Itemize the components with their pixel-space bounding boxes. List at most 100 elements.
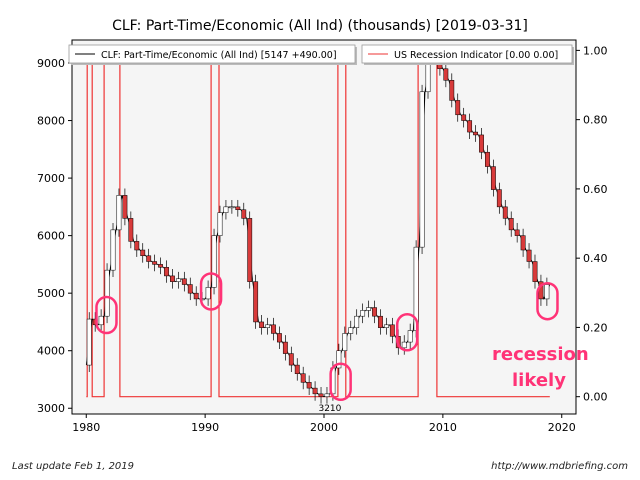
legend-item-clf: CLF: Part-Time/Economic (All Ind) [5147 …: [68, 44, 357, 65]
data-point: [514, 229, 520, 236]
data-point: [175, 278, 181, 282]
price-series: [85, 47, 551, 404]
data-point: [479, 134, 484, 153]
data-point: [104, 269, 110, 317]
callout-circles: [95, 272, 559, 402]
data-point: [122, 195, 128, 219]
data-point: [146, 255, 152, 262]
y-tick-label: 9000: [37, 57, 65, 70]
data-point: [342, 333, 348, 351]
y2-tick-label: 0.00: [583, 391, 608, 404]
data-point: [116, 195, 122, 231]
y-tick-label: 3000: [37, 402, 65, 415]
data-point: [383, 324, 389, 328]
x-tick-label: 2020: [548, 421, 576, 434]
data-point: [443, 68, 449, 81]
data-point: [205, 287, 211, 300]
data-point: [282, 341, 288, 354]
callout-circle: [199, 272, 223, 311]
legend-label: CLF: Part-Time/Economic (All Ind) [5147 …: [101, 50, 337, 61]
data-point: [211, 235, 217, 288]
data-point: [401, 341, 407, 349]
x-tick-label: 1980: [72, 421, 100, 434]
data-point: [217, 212, 223, 236]
data-point: [152, 261, 158, 265]
y-tick-label: 8000: [37, 115, 65, 128]
data-point: [86, 318, 92, 366]
data-point: [502, 206, 508, 219]
data-point: [193, 292, 199, 300]
legend-label: US Recession Indicator [0.00 0.00]: [394, 50, 558, 61]
data-point: [336, 350, 342, 369]
data-point: [496, 189, 502, 208]
last-update-text: Last update Feb 1, 2019: [12, 461, 135, 472]
data-point: [98, 315, 104, 326]
data-point: [241, 209, 247, 219]
x-tick-label: 1990: [191, 421, 219, 434]
annotation-label: 3210: [318, 404, 341, 414]
y-tick-label: 7000: [37, 172, 65, 185]
y-tick-label: 5000: [37, 287, 65, 300]
data-point: [259, 321, 265, 328]
y-tick-label: 4000: [37, 345, 65, 358]
data-point: [140, 249, 146, 257]
callout-text-likely: likely: [512, 370, 566, 391]
callout-circle: [95, 295, 118, 335]
callout-circle: [536, 281, 559, 321]
data-point: [407, 330, 413, 343]
chart-title: CLF: Part-Time/Economic (All Ind) (thous…: [112, 18, 528, 34]
data-point: [378, 315, 383, 328]
data-point: [520, 235, 526, 251]
y2-tick-label: 0.40: [583, 252, 608, 265]
data-point: [526, 249, 532, 262]
data-point: [223, 206, 229, 213]
data-point: [455, 100, 461, 116]
data-point: [354, 315, 360, 328]
data-point: [134, 241, 140, 251]
callout-text-recession: recession: [492, 344, 589, 365]
data-point: [318, 393, 324, 397]
data-point: [110, 229, 116, 271]
data-point: [187, 284, 193, 294]
data-point: [253, 281, 259, 323]
data-point: [229, 206, 235, 209]
data-point: [419, 91, 425, 248]
x-tick-label: 2010: [429, 421, 457, 434]
data-point: [532, 261, 538, 282]
data-point: [300, 373, 306, 383]
data-point: [181, 278, 187, 285]
data-point: [271, 324, 276, 334]
data-point: [128, 218, 134, 242]
data-point: [473, 131, 478, 136]
data-point: [312, 387, 318, 395]
data-point: [294, 364, 300, 374]
y-tick-label: 6000: [37, 230, 65, 243]
data-point: [306, 382, 312, 389]
data-point: [247, 218, 253, 282]
source-url-text: http://www.mdbriefing.com: [491, 461, 628, 472]
data-point: [164, 267, 169, 277]
series-line: [85, 53, 551, 398]
data-point: [288, 353, 294, 366]
data-point: [265, 324, 270, 328]
x-tick-label: 2000: [310, 421, 338, 434]
data-point: [170, 275, 175, 282]
legend-box: [361, 44, 573, 64]
data-point: [467, 120, 473, 133]
data-point: [158, 264, 163, 268]
callout-circle: [329, 362, 352, 402]
y2-tick-label: 0.80: [583, 114, 608, 127]
data-point: [366, 307, 371, 311]
data-point: [348, 327, 354, 334]
axes: 1980 1990 2000 2010 2020 3000 4000 5000 6000 7000…: [37, 44, 608, 434]
data-point: [449, 80, 455, 101]
data-point: [277, 333, 282, 343]
data-point: [360, 310, 366, 317]
callout-circle: [395, 313, 419, 352]
y2-tick-label: 0.20: [583, 321, 608, 334]
data-point: [235, 206, 241, 210]
data-point: [544, 284, 550, 300]
data-point: [324, 393, 330, 397]
data-point: [372, 307, 377, 317]
data-point: [461, 114, 467, 121]
